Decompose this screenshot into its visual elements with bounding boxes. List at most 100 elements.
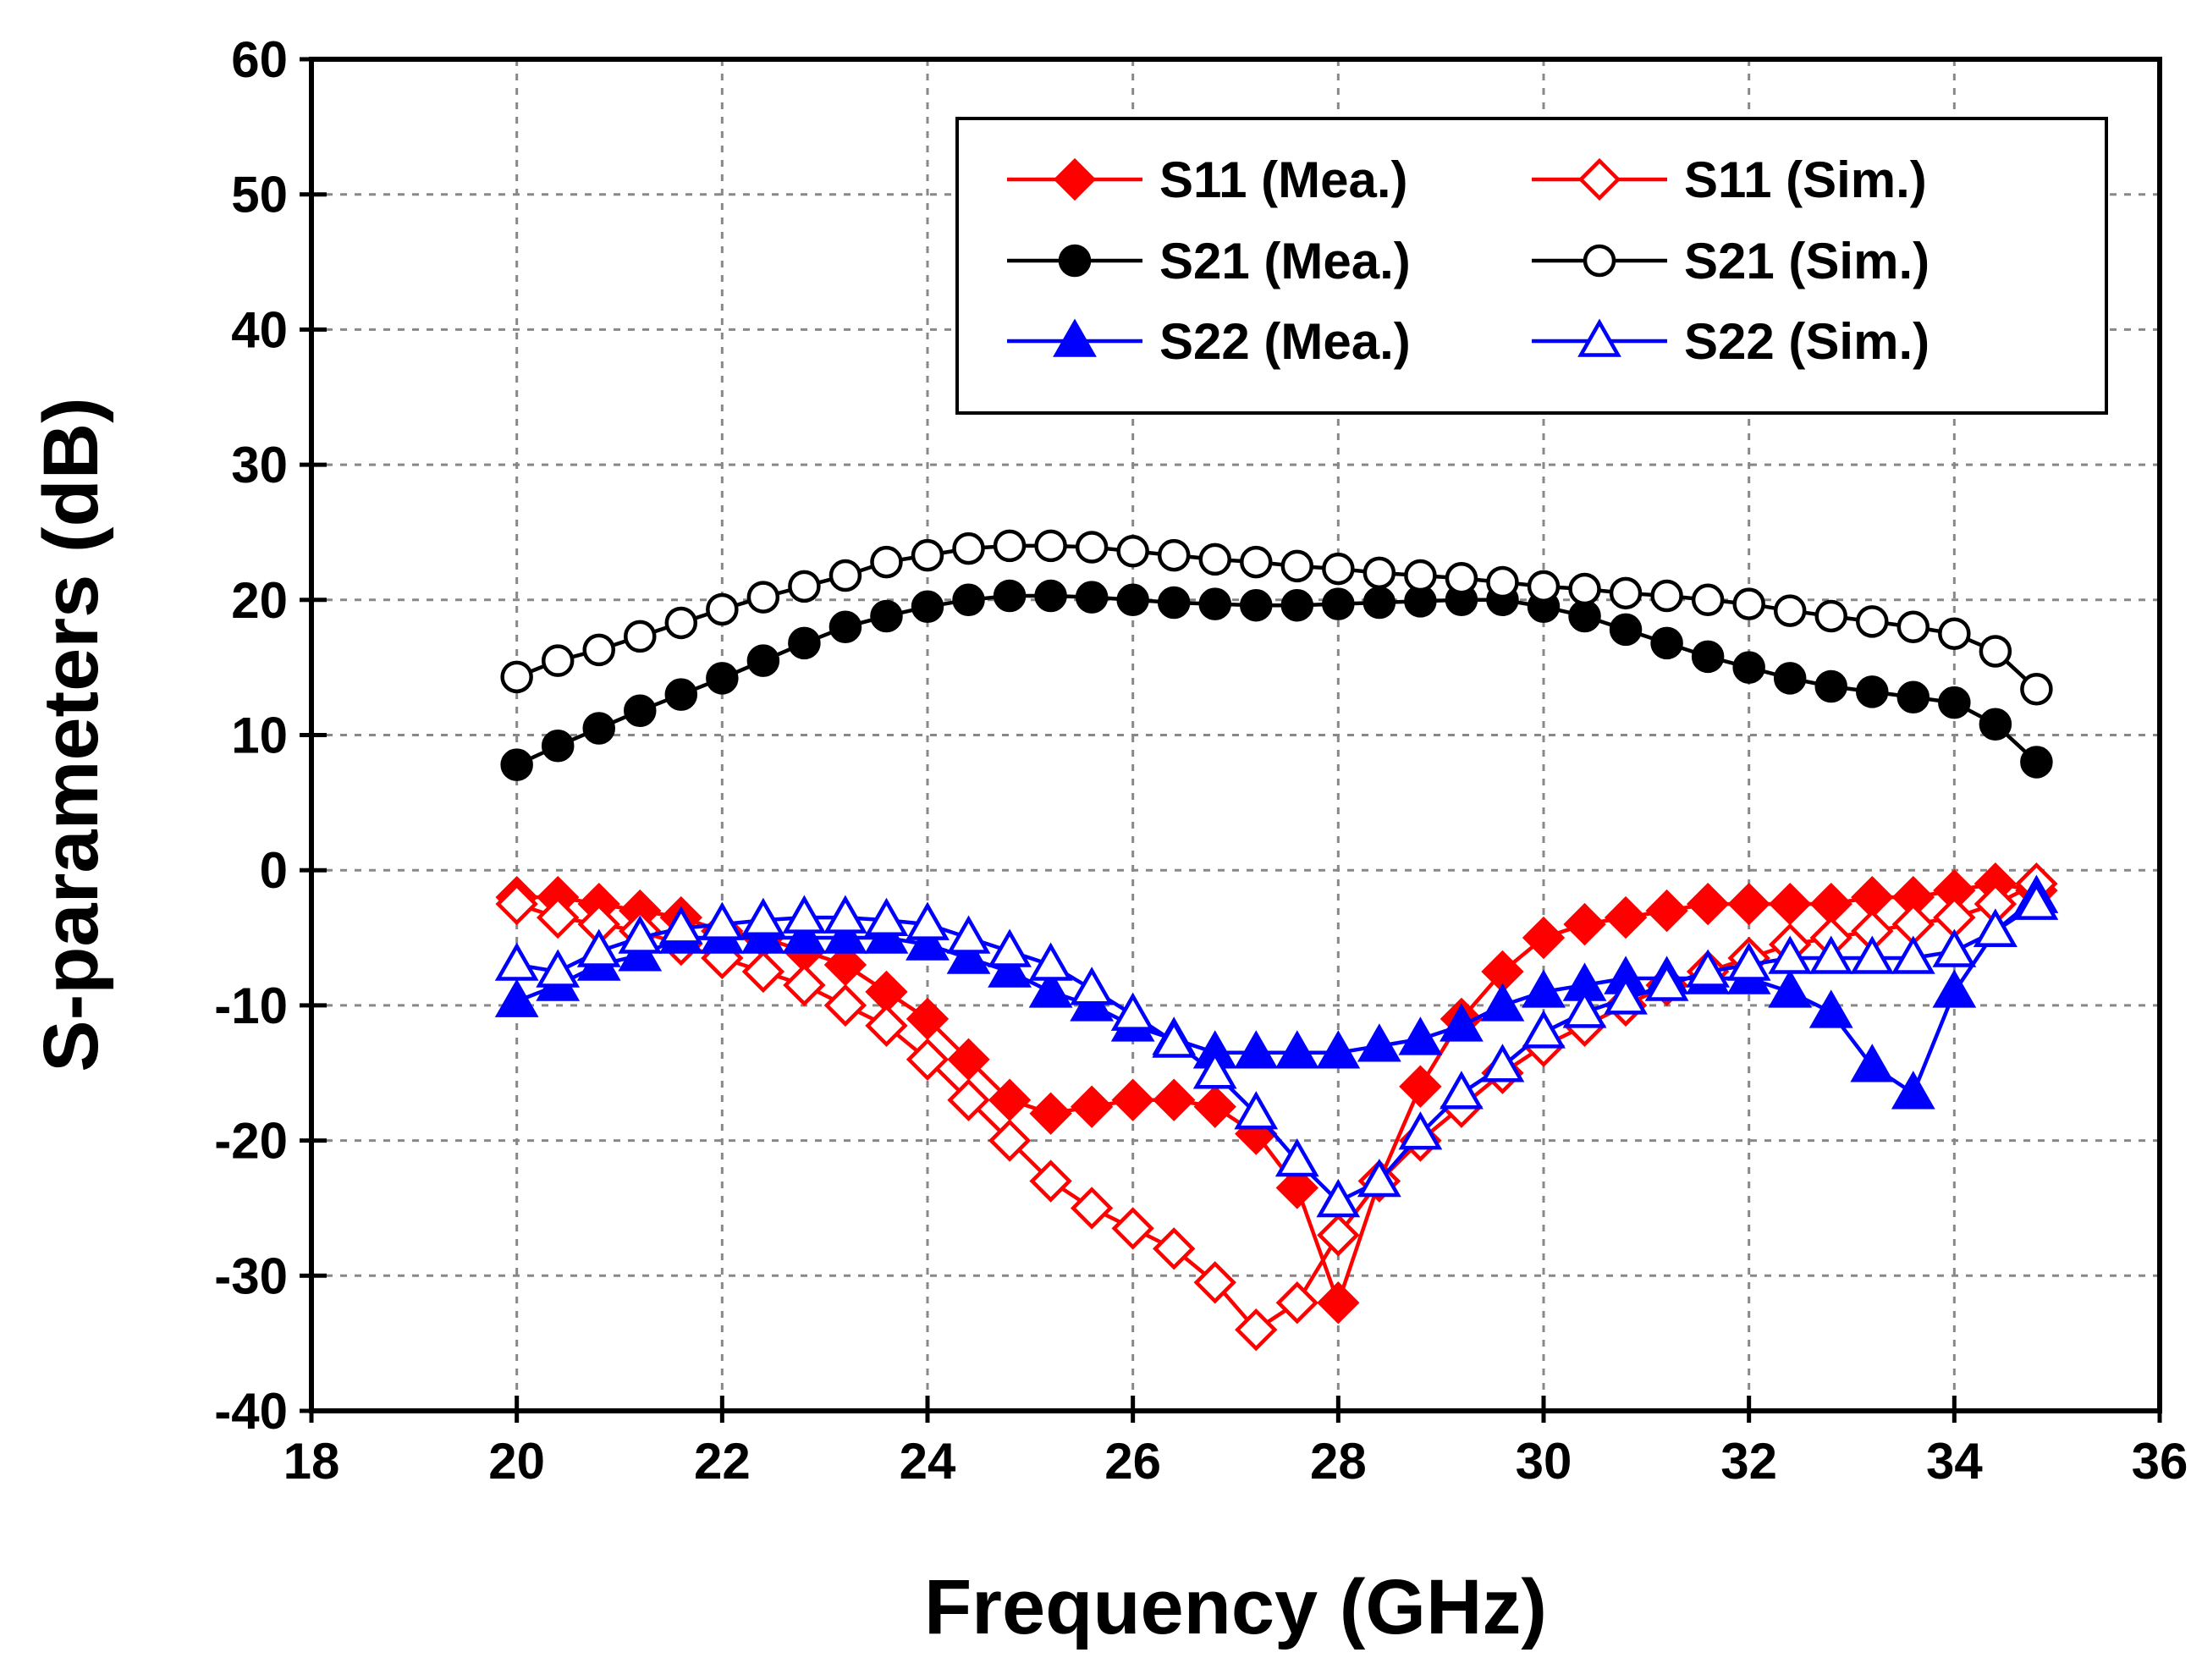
data-point (1317, 1214, 1360, 1257)
data-point (823, 895, 867, 934)
x-tick-label: 36 (2132, 1433, 2188, 1490)
data-point (788, 570, 821, 603)
legend-item: S22 (Mea.) (1007, 313, 1411, 370)
data-point (988, 928, 1032, 967)
data-point (1808, 989, 1853, 1028)
legend-label: S11 (Sim.) (1684, 151, 1927, 208)
data-point (541, 730, 575, 763)
data-point (911, 538, 944, 572)
axis-ticks (300, 57, 2162, 1423)
series-s21-sim (500, 529, 2053, 706)
data-point (2014, 881, 2059, 920)
data-point (993, 579, 1027, 613)
data-point (947, 1078, 990, 1121)
data-point (1034, 579, 1067, 613)
data-point (1486, 565, 1519, 599)
data-point (783, 963, 826, 1007)
y-tick-label: 30 (231, 437, 288, 493)
legend-label: S21 (Mea.) (1159, 233, 1411, 289)
data-point (1362, 556, 1396, 590)
data-point (906, 997, 950, 1041)
data-point (1562, 989, 1607, 1028)
data-point (1193, 1261, 1236, 1304)
y-tick-label: -40 (214, 1383, 288, 1440)
data-point (823, 943, 867, 987)
legend-label: S22 (Sim.) (1684, 313, 1930, 370)
data-point (947, 1038, 990, 1081)
data-point (1891, 935, 1935, 974)
data-point (700, 901, 745, 940)
data-point (624, 694, 657, 728)
x-tick-label: 20 (488, 1433, 545, 1490)
data-point (782, 915, 827, 954)
data-point (1527, 570, 1561, 603)
data-point (1808, 935, 1853, 974)
data-point (870, 545, 903, 579)
data-point (865, 1004, 908, 1048)
tick-labels: 18 20 22 24 26 28 30 32 34 36 -40 -30 -20 -10 0 10 20 30 4… (214, 31, 2188, 1490)
data-point (1768, 935, 1813, 974)
data-point (988, 949, 1032, 988)
data-point (1769, 882, 1812, 926)
data-point (1362, 586, 1396, 620)
data-point (1029, 1092, 1072, 1135)
data-point (1691, 640, 1725, 674)
data-point (582, 633, 615, 667)
data-point (1644, 962, 1689, 1001)
legend-marker (1053, 318, 1097, 357)
data-point (664, 606, 698, 640)
data-point (1322, 552, 1355, 586)
data-point (746, 581, 780, 614)
y-tick-label: -30 (214, 1248, 288, 1304)
data-point (782, 895, 827, 934)
data-point (1316, 1030, 1361, 1069)
data-point (1404, 559, 1437, 592)
data-point (618, 915, 663, 954)
data-point (906, 901, 950, 940)
data-point (1568, 572, 1601, 606)
data-point (1850, 935, 1895, 974)
data-point (706, 592, 739, 626)
data-point (1856, 605, 1889, 638)
data-point (1275, 1166, 1318, 1209)
data-point (1563, 902, 1606, 946)
data-point (906, 1038, 950, 1081)
y-tick-label: 0 (260, 842, 288, 899)
data-point (1198, 587, 1231, 620)
legend-item: S11 (Sim.) (1532, 151, 1927, 208)
legend: S11 (Mea.) S11 (Sim.) S21 (Mea.) S21 (Sim.)… (955, 117, 2108, 415)
data-point (1609, 576, 1643, 610)
data-point (1480, 983, 1525, 1022)
data-point (1280, 549, 1314, 583)
data-point (906, 922, 950, 961)
legend-item: S22 (Sim.) (1532, 313, 1930, 370)
data-point (1153, 1227, 1196, 1270)
data-point (1280, 588, 1314, 622)
data-point (1727, 882, 1770, 926)
x-axis-title: Frequency (GHz) (924, 1564, 1547, 1650)
data-point (1399, 1065, 1442, 1108)
data-point (1814, 599, 1847, 633)
series-s21-mea (500, 579, 2053, 781)
data-point (1938, 617, 1971, 650)
data-point (1856, 675, 1889, 708)
data-point (1029, 1159, 1072, 1203)
data-point (1034, 529, 1067, 563)
data-point (740, 897, 785, 937)
legend-marker (1577, 157, 1621, 201)
legend-item: S11 (Mea.) (1007, 151, 1407, 208)
data-point (1193, 1085, 1236, 1128)
data-point (1110, 992, 1155, 1031)
y-axis-title: S-parameters (dB) (28, 397, 114, 1072)
data-point (993, 529, 1027, 563)
data-point (1686, 949, 1731, 988)
legend-label: S22 (Mea.) (1159, 313, 1411, 370)
data-point (1316, 1178, 1361, 1218)
data-point (1691, 583, 1725, 617)
x-tick-label: 26 (1104, 1433, 1161, 1490)
data-point (1850, 1044, 1895, 1082)
x-tick-label: 34 (1926, 1433, 1983, 1490)
data-point (1973, 908, 2018, 947)
data-point (823, 983, 867, 1027)
data-point (541, 644, 575, 677)
